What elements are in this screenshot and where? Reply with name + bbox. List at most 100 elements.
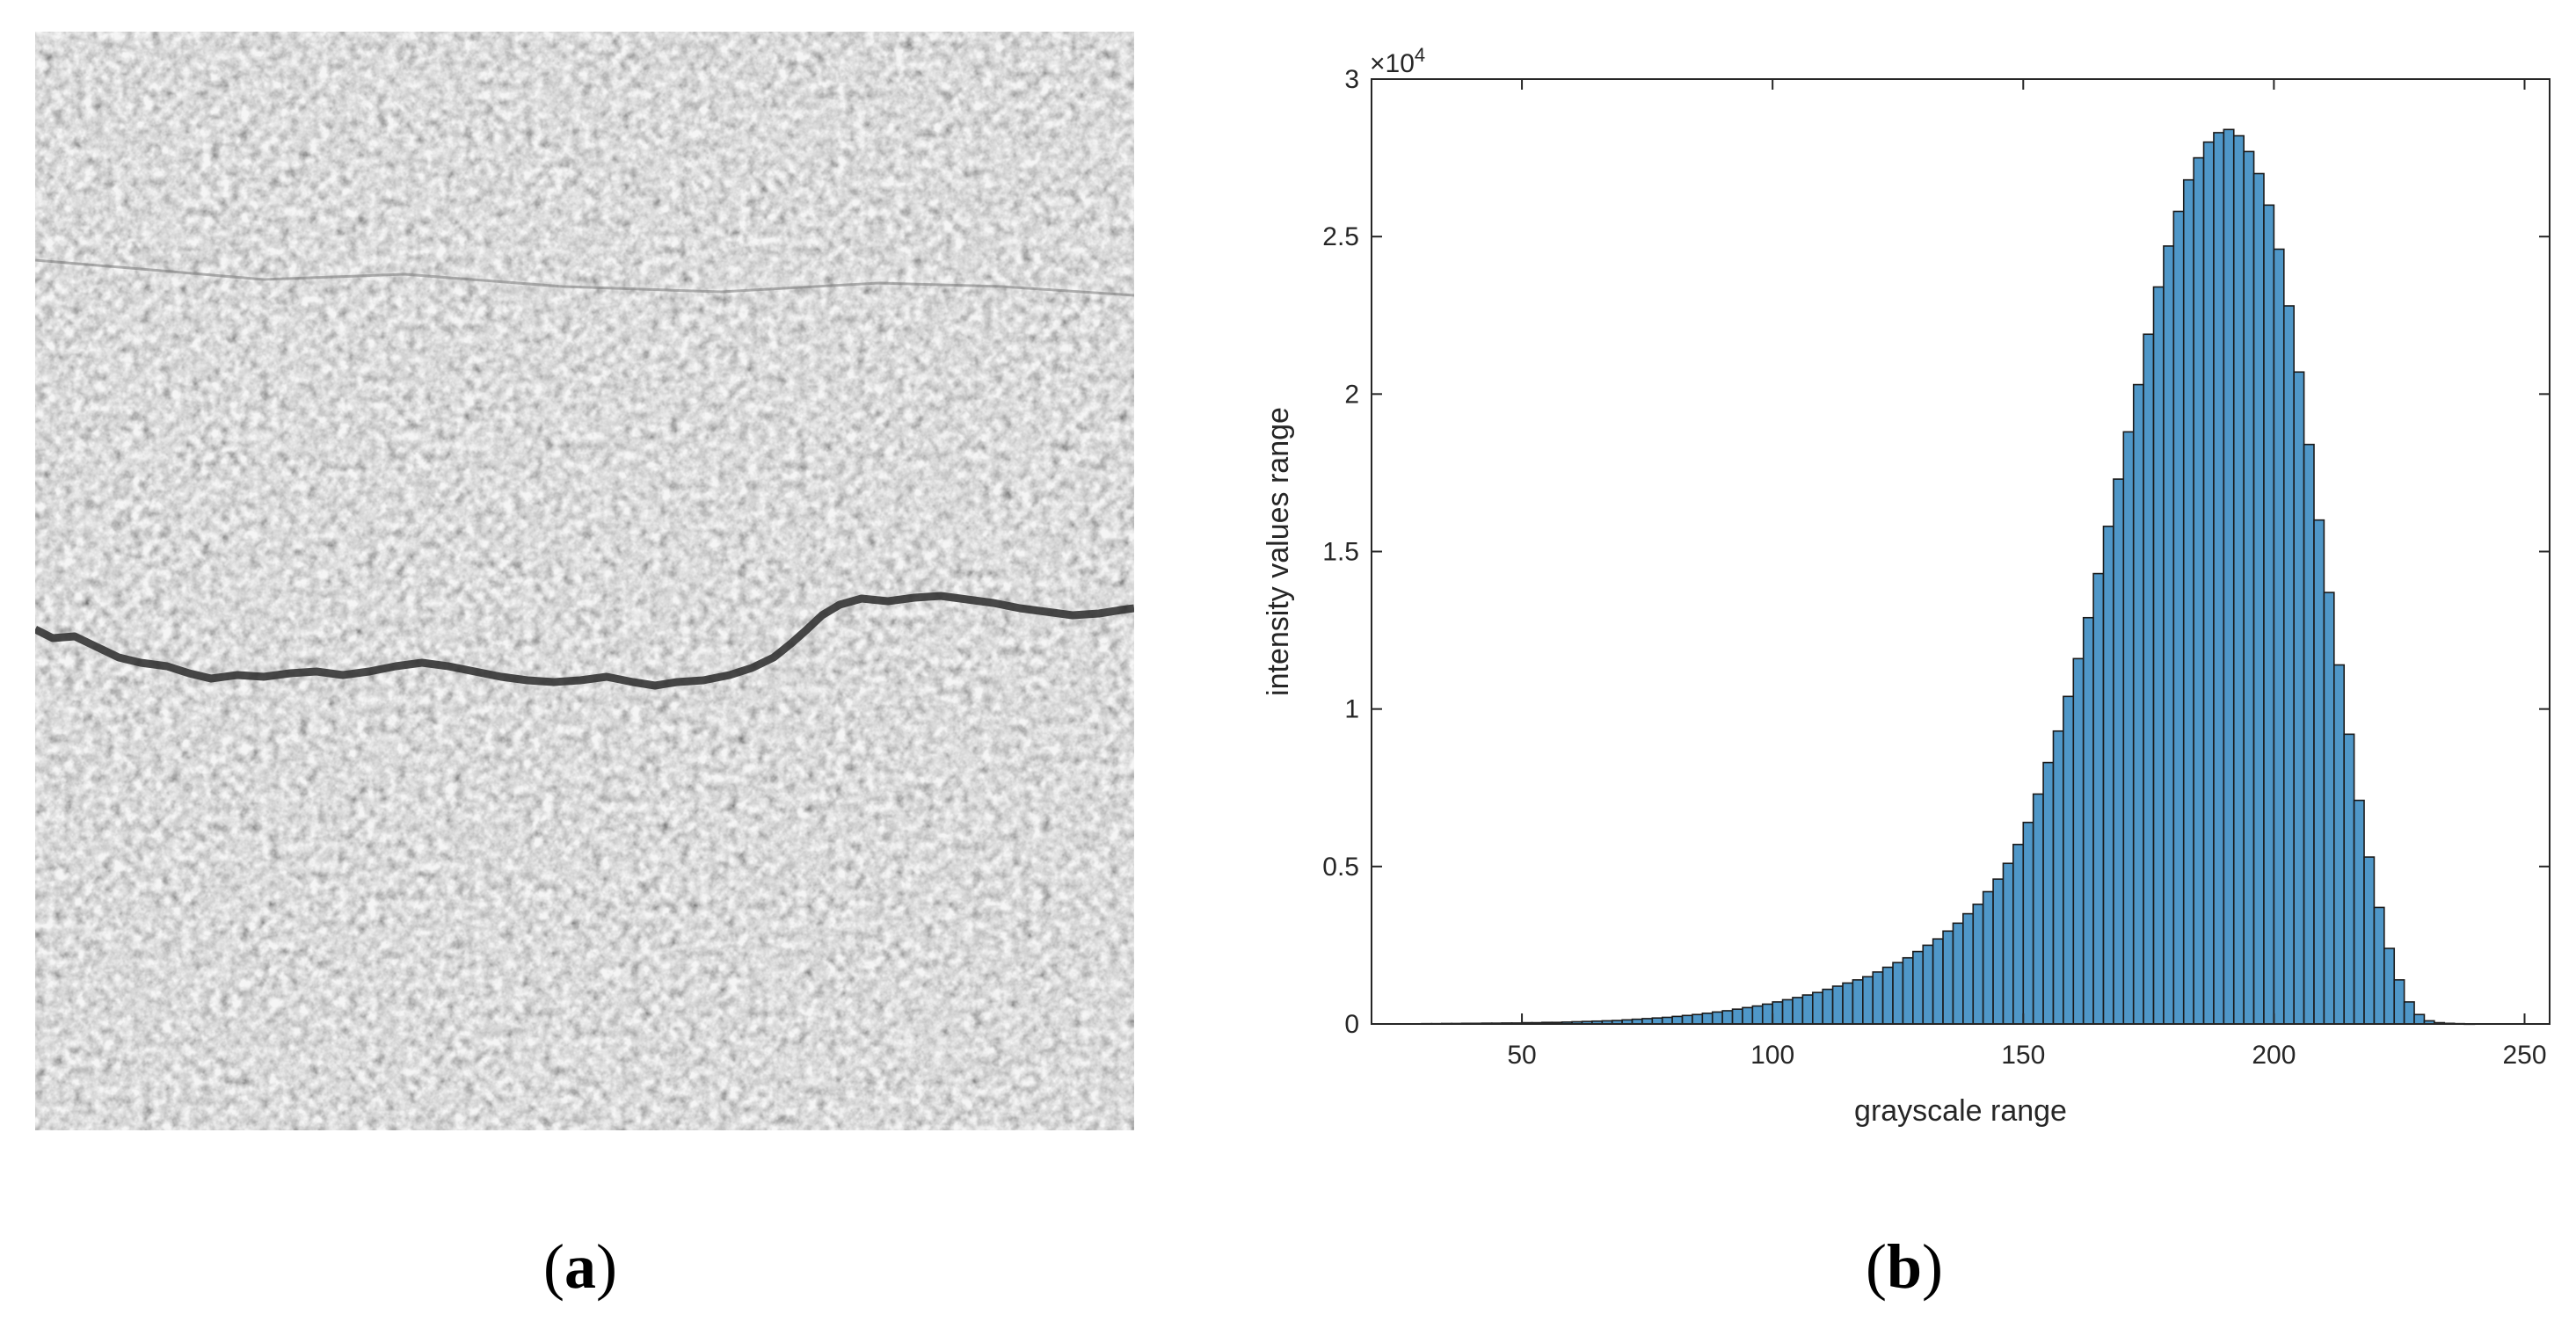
histogram-panel: 50 100 150 200 250 0 0.5 1 1.5 2 2.5 3 grayscale ra… [1231, 35, 2576, 1178]
histogram-bar [1761, 1003, 1773, 1025]
texture-noise [35, 32, 1134, 1130]
histogram-bar [2282, 305, 2295, 1025]
histogram-bar [1922, 944, 1934, 1025]
histogram-chart: 50 100 150 200 250 0 0.5 1 1.5 2 2.5 3 grayscale ra… [1262, 44, 2551, 1128]
histogram-bar [2063, 695, 2075, 1025]
histogram-bar [2243, 150, 2255, 1025]
histogram-bar [1701, 1013, 1714, 1025]
y-tick-label: 0 [1344, 1010, 1359, 1039]
y-exponent-power: 4 [1415, 44, 1425, 66]
histogram-bar [2223, 128, 2235, 1025]
y-tick-label: 1 [1344, 695, 1359, 724]
crack-image-panel [35, 32, 1134, 1130]
histogram-bar [1811, 991, 1823, 1025]
histogram-bar [2303, 443, 2315, 1025]
histogram-bar [2232, 134, 2245, 1025]
histogram-bar [2323, 592, 2335, 1025]
faint-crack-line [35, 258, 1134, 297]
histogram-bar [1781, 998, 1794, 1025]
crack-image [35, 32, 1134, 1130]
histogram-bar [2172, 210, 2185, 1025]
x-tick-label: 150 [2001, 1041, 2045, 1070]
histogram-bar [2213, 132, 2225, 1025]
histogram-bar [1822, 988, 1834, 1025]
x-tick-label: 100 [1750, 1041, 1794, 1070]
histogram-bar [1932, 938, 1944, 1025]
caption-a: (a) [543, 1231, 617, 1302]
histogram-bar [2383, 948, 2396, 1025]
y-tick-label: 2.5 [1322, 222, 1359, 251]
histogram-bar [1801, 994, 1814, 1025]
x-tick-label: 250 [2502, 1041, 2546, 1070]
y-tick-label: 1.5 [1322, 538, 1359, 567]
histogram-bar [1772, 1001, 1784, 1025]
histogram-bar [2202, 141, 2215, 1025]
histogram-bar [1681, 1014, 1693, 1025]
y-tick-label: 3 [1344, 65, 1359, 94]
y-tick-label: 2 [1344, 380, 1359, 409]
histogram-bar [2143, 333, 2155, 1025]
histogram-bar [2333, 664, 2346, 1025]
histogram-bar [1731, 1008, 1743, 1025]
histogram-bar [1711, 1011, 1723, 1025]
histogram-bar [1962, 912, 1975, 1025]
histogram-bar [2273, 248, 2285, 1025]
caption-a-letter: a [564, 1231, 596, 1302]
histogram-bar [2082, 616, 2094, 1025]
x-axis-label: grayscale range [1854, 1094, 2067, 1128]
histogram-bar [2132, 383, 2144, 1025]
histogram-bar [2413, 1013, 2426, 1025]
histogram-bar [1692, 1013, 1704, 1025]
histogram-bar [2252, 172, 2265, 1025]
histogram-bar [2373, 906, 2385, 1025]
histogram-bar [1721, 1010, 1734, 1025]
histogram-bar [1952, 922, 1964, 1025]
histogram-bar [1862, 976, 1874, 1025]
histogram-bar [1792, 997, 1804, 1025]
crack-line [35, 592, 1134, 690]
caption-b: (b) [1865, 1231, 1943, 1302]
y-exponent-label: ×104 [1370, 44, 1425, 78]
histogram-bar [2032, 793, 2044, 1025]
histogram-bar [1651, 1017, 1663, 1025]
histogram-bar [2343, 733, 2355, 1025]
histogram-bar [2052, 730, 2064, 1025]
histogram-bar [2092, 572, 2105, 1025]
histogram-bar [2403, 1001, 2415, 1025]
histogram-bar [2122, 431, 2135, 1025]
histogram-bar [1902, 956, 1914, 1025]
histogram-bar [1751, 1005, 1764, 1025]
histogram-bar [2393, 979, 2405, 1025]
histogram-bar [1852, 979, 1864, 1025]
histogram-bar [1912, 950, 1925, 1025]
histogram-bar [2163, 245, 2175, 1025]
histogram-bar [1892, 962, 1904, 1025]
histogram-bar [2152, 286, 2165, 1025]
y-exponent-base: ×10 [1370, 49, 1415, 78]
histogram-bar [2102, 526, 2114, 1025]
x-tick-label: 50 [1507, 1041, 1536, 1070]
histogram-bar [2022, 821, 2034, 1025]
histogram-bar [1881, 966, 1894, 1025]
histogram-bar [2002, 862, 2014, 1025]
histogram-bar [1872, 971, 1884, 1025]
histogram-bar [1831, 985, 1844, 1025]
histogram-bar [1972, 904, 1984, 1025]
histogram-bar [2113, 478, 2125, 1025]
histogram-bar [2313, 519, 2325, 1025]
histogram-bar [2263, 204, 2275, 1025]
y-tick-label: 0.5 [1322, 853, 1359, 882]
histogram-bar [1992, 878, 2005, 1025]
x-tick-label: 200 [2252, 1041, 2296, 1070]
histogram-bar [2293, 371, 2305, 1025]
histogram-bar [1742, 1006, 1754, 1025]
histogram-bar [2193, 156, 2205, 1025]
histogram-bar [2363, 856, 2376, 1025]
histogram-bar [1942, 930, 1954, 1025]
histogram-bar [1671, 1015, 1684, 1025]
histogram-bar [2182, 178, 2194, 1025]
histogram-bar [2012, 843, 2025, 1025]
histogram-bar [1842, 982, 1854, 1025]
histogram-bar [1661, 1016, 1673, 1025]
histogram-bar [1982, 890, 1994, 1025]
